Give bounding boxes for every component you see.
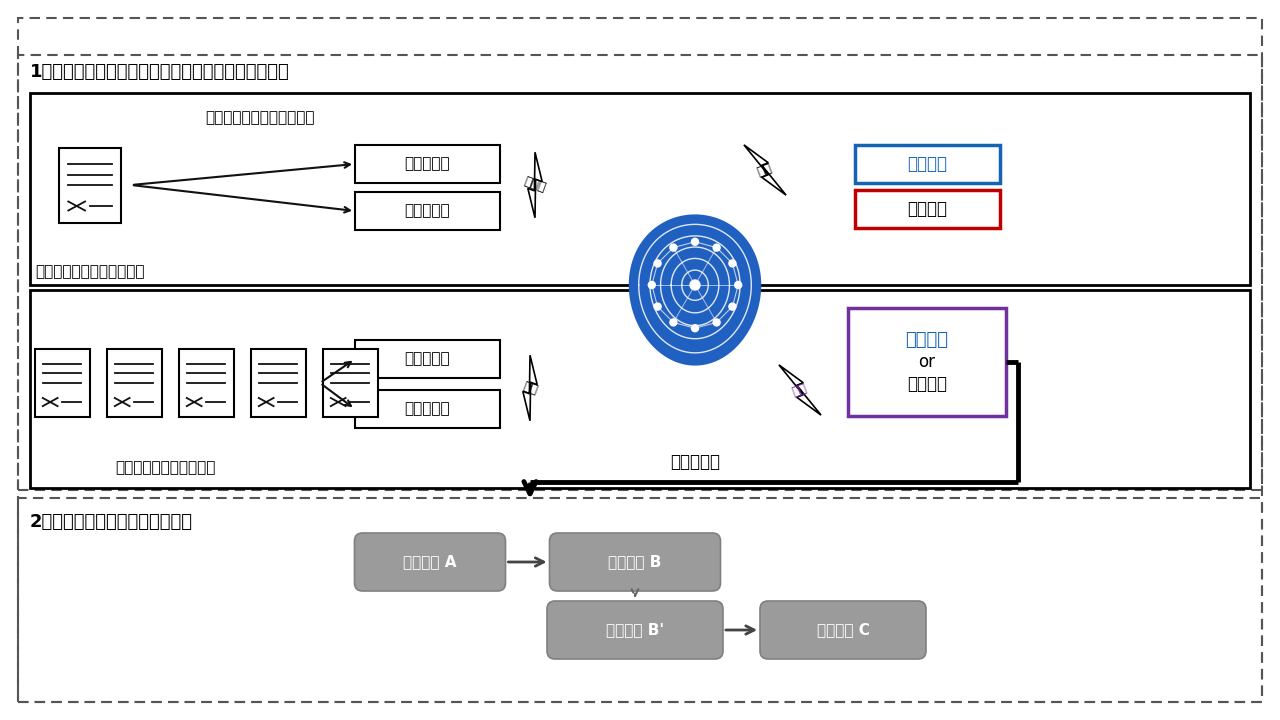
Circle shape xyxy=(735,282,741,289)
Bar xyxy=(323,349,378,417)
Text: 構文的素性: 構文的素性 xyxy=(404,156,451,171)
Circle shape xyxy=(691,325,699,332)
Text: 入力: 入力 xyxy=(521,379,539,397)
Text: 学習モデル: 学習モデル xyxy=(669,453,719,471)
Bar xyxy=(29,93,1251,285)
Bar xyxy=(355,390,500,428)
Bar xyxy=(251,349,306,417)
Text: 意味的素性: 意味的素性 xyxy=(404,402,451,416)
Text: 原因事象 B': 原因事象 B' xyxy=(605,623,664,637)
Polygon shape xyxy=(744,145,786,195)
Text: 1．機械学習と自然言語処理を用いた因果関係の判定: 1．機械学習と自然言語処理を用いた因果関係の判定 xyxy=(29,63,289,81)
Bar xyxy=(18,55,1262,490)
Text: 因果あり: 因果あり xyxy=(905,331,948,349)
Circle shape xyxy=(728,260,736,267)
Circle shape xyxy=(691,238,699,246)
Text: 意味的素性: 意味的素性 xyxy=(404,204,451,218)
Bar xyxy=(29,290,1251,488)
Bar xyxy=(35,349,90,417)
Bar xyxy=(18,498,1262,702)
Circle shape xyxy=(713,319,721,326)
Bar xyxy=(178,349,233,417)
Bar xyxy=(355,340,500,378)
Text: 学習（正解付きの一部文）: 学習（正解付きの一部文） xyxy=(36,264,145,279)
Polygon shape xyxy=(527,152,543,217)
Circle shape xyxy=(654,303,660,310)
Polygon shape xyxy=(522,355,538,420)
Bar xyxy=(855,190,1000,228)
Circle shape xyxy=(654,260,660,267)
FancyBboxPatch shape xyxy=(549,533,721,591)
Text: 2．災害因果ネットワークの作成: 2．災害因果ネットワークの作成 xyxy=(29,513,193,531)
Text: データ: データ xyxy=(522,175,548,195)
Polygon shape xyxy=(780,365,820,415)
Text: 原因事象 A: 原因事象 A xyxy=(403,554,457,570)
Circle shape xyxy=(728,303,736,310)
Bar xyxy=(855,145,1000,183)
Text: 結果事象 B: 結果事象 B xyxy=(608,554,662,570)
FancyBboxPatch shape xyxy=(760,601,925,659)
Circle shape xyxy=(669,319,677,326)
Circle shape xyxy=(669,244,677,251)
FancyBboxPatch shape xyxy=(355,533,506,591)
Circle shape xyxy=(690,280,700,290)
Text: 結果事象 C: 結果事象 C xyxy=(817,623,869,637)
Text: 入力: 入力 xyxy=(755,161,774,179)
PathPatch shape xyxy=(628,215,762,366)
Text: or: or xyxy=(919,353,936,371)
Text: 因果あり: 因果あり xyxy=(908,155,947,173)
Text: 震災関連の新聞記事データ: 震災関連の新聞記事データ xyxy=(205,110,315,125)
Text: 予測（残りの大量の文）: 予測（残りの大量の文） xyxy=(115,461,215,475)
Bar xyxy=(847,308,1006,416)
Text: 出力: 出力 xyxy=(791,382,809,399)
Bar xyxy=(106,349,161,417)
Text: 因果なし: 因果なし xyxy=(908,200,947,218)
Circle shape xyxy=(713,244,721,251)
Text: 因果なし: 因果なし xyxy=(908,375,947,393)
Bar xyxy=(355,145,500,183)
Circle shape xyxy=(648,282,655,289)
Bar xyxy=(355,192,500,230)
Text: 構文的素性: 構文的素性 xyxy=(404,351,451,366)
Bar xyxy=(59,148,122,222)
FancyBboxPatch shape xyxy=(547,601,723,659)
